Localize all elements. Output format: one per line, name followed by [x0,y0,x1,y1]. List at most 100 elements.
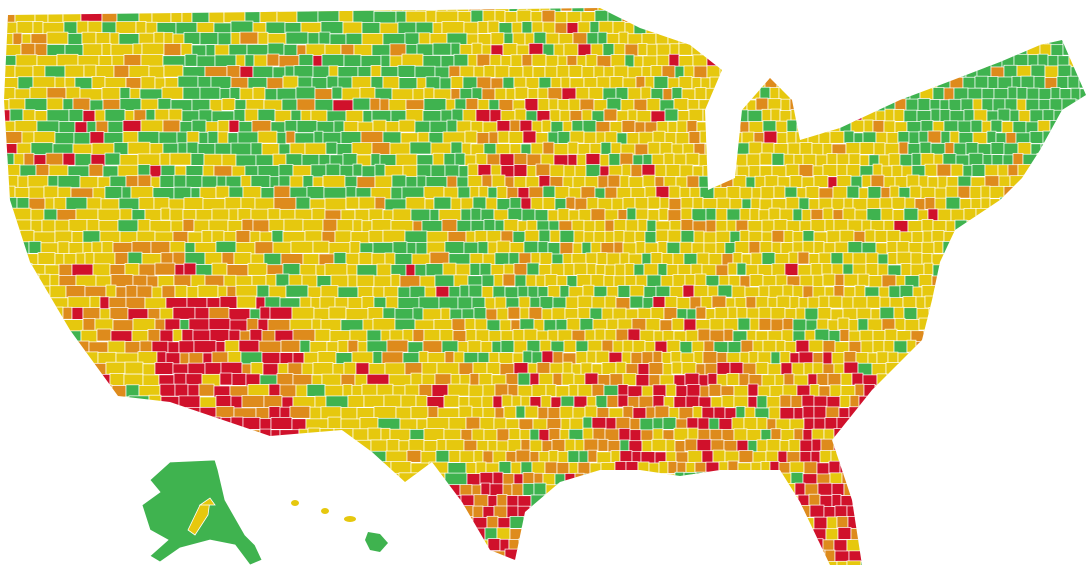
county [798,351,814,365]
county [953,484,969,498]
county [172,251,186,265]
county [343,54,362,68]
county [590,43,604,57]
county [1027,516,1038,530]
county [954,219,968,233]
county [295,450,307,463]
county [633,98,648,112]
county [837,317,850,331]
county [125,175,139,189]
county [979,285,990,298]
county [857,87,869,100]
county [809,504,825,518]
county [740,339,754,353]
county [1078,54,1086,68]
county [636,504,647,518]
county [423,440,438,453]
county [4,516,18,529]
county [762,339,777,353]
county [1013,317,1027,331]
county [548,98,559,112]
county [789,296,800,310]
county [183,197,204,210]
county [1051,505,1062,518]
county [1025,251,1040,265]
county [634,561,646,565]
county [348,450,366,464]
county [380,504,391,518]
county [119,154,139,167]
county [306,8,321,13]
county [1036,516,1049,530]
county [950,406,965,419]
county [542,538,556,552]
county [735,9,750,23]
county [770,108,781,122]
county [599,153,610,167]
county [1031,197,1042,211]
county [508,559,520,565]
county [522,65,534,79]
county [734,537,748,551]
county [63,516,80,530]
county [945,220,956,234]
county [633,22,647,35]
county [782,560,794,565]
county [229,87,241,100]
county [829,110,840,123]
county [162,8,178,13]
county [700,550,711,563]
county [34,560,46,565]
county [797,20,811,34]
county [752,528,768,542]
county [105,361,126,375]
county [508,66,524,79]
county [751,8,763,14]
county [59,373,77,387]
county [949,130,960,144]
county [908,131,920,145]
county [633,55,644,69]
county [950,306,964,320]
county [553,43,565,57]
county [986,527,997,541]
county [86,8,106,13]
county [1050,143,1061,156]
county [910,252,923,266]
county [794,8,810,13]
county [391,88,414,102]
county [863,119,874,133]
county [854,383,865,397]
county [481,88,496,102]
county [828,460,841,474]
county [44,65,66,79]
county [793,407,804,421]
county [412,88,425,101]
county [153,31,165,45]
county [319,428,335,441]
county [785,505,798,519]
county [4,417,18,431]
county [957,185,971,199]
county [284,538,302,552]
county [784,263,799,276]
county [624,528,637,541]
county [1078,8,1086,13]
county [84,252,95,265]
county [83,64,97,78]
county [1005,395,1020,409]
county [681,362,697,375]
county [999,538,1011,552]
county [863,527,878,541]
county [586,197,599,211]
county [936,163,952,177]
county [940,472,953,485]
county [833,21,846,35]
county [1051,560,1063,565]
county [1017,407,1028,420]
county [250,505,274,518]
county [1009,550,1022,563]
county [159,307,174,321]
county [583,438,599,452]
county [305,450,320,463]
